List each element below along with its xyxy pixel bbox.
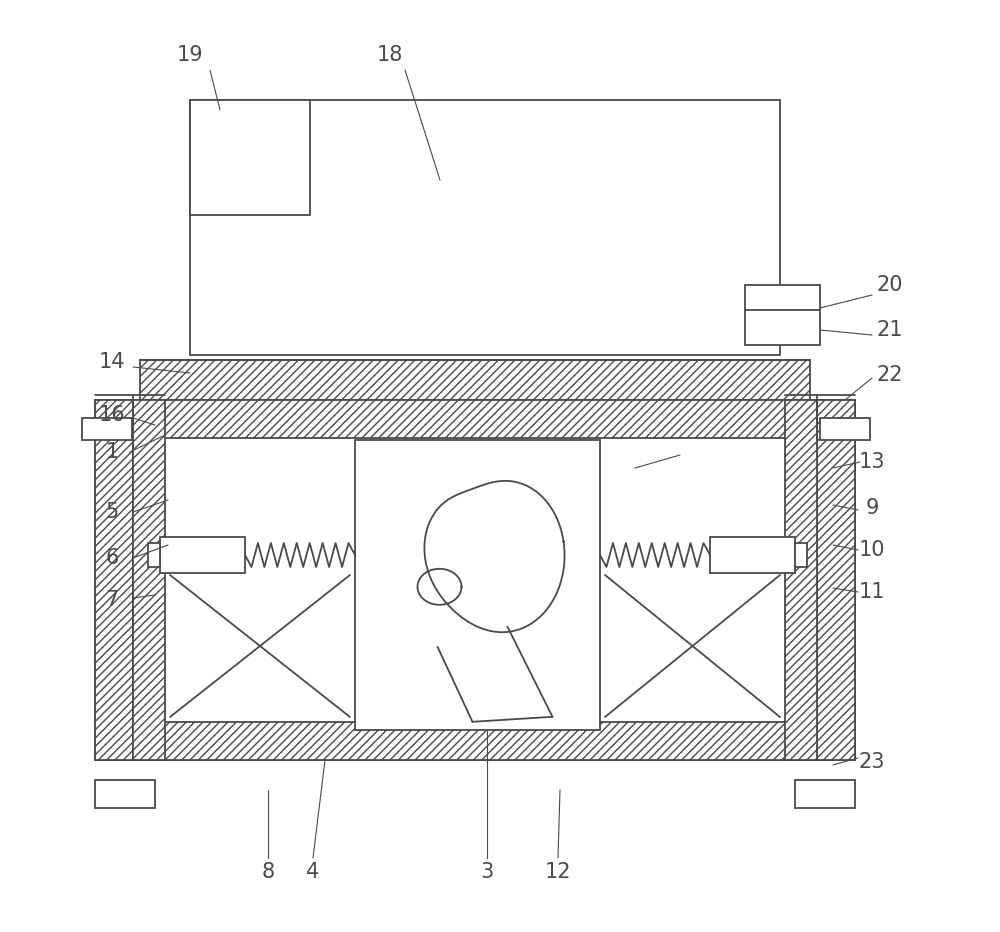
Text: 7: 7 [105, 590, 119, 610]
Text: 9: 9 [865, 498, 879, 518]
Text: 19: 19 [177, 45, 203, 65]
Bar [140, 360, 810, 402]
Text: 8: 8 [261, 862, 275, 882]
Bar [785, 400, 817, 760]
Text: 10: 10 [859, 540, 885, 560]
Text: 22: 22 [877, 365, 903, 385]
Bar [817, 400, 855, 760]
Bar [820, 418, 870, 440]
Bar [355, 440, 600, 730]
Text: 3: 3 [480, 862, 494, 882]
Text: 18: 18 [377, 45, 403, 65]
Bar [190, 100, 310, 215]
Text: 13: 13 [859, 452, 885, 472]
Text: 4: 4 [306, 862, 320, 882]
Bar [795, 780, 855, 808]
Text: 16: 16 [99, 405, 125, 425]
Text: 21: 21 [877, 320, 903, 340]
Bar [95, 400, 855, 438]
Bar [95, 400, 133, 760]
Bar [82, 418, 132, 440]
Bar [745, 285, 820, 345]
Bar [795, 543, 807, 567]
Bar [133, 400, 165, 760]
Text: 6: 6 [105, 548, 119, 568]
Text: 20: 20 [877, 275, 903, 295]
Text: 12: 12 [545, 862, 571, 882]
Bar [95, 722, 855, 760]
Text: 5: 5 [105, 502, 119, 522]
Bar [160, 537, 245, 573]
Bar [95, 780, 155, 808]
Text: 11: 11 [859, 582, 885, 602]
Bar [190, 100, 780, 355]
Bar [710, 537, 795, 573]
Bar [148, 543, 160, 567]
Text: 23: 23 [859, 752, 885, 772]
Text: 14: 14 [99, 352, 125, 372]
Text: 1: 1 [105, 442, 119, 462]
Bar [95, 400, 855, 760]
